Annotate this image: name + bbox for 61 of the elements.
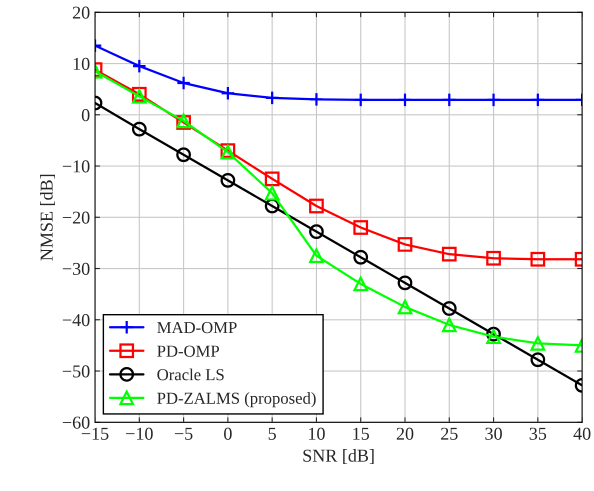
point (530, 92, 546, 108)
legend-label: Oracle LS (157, 368, 224, 380)
y-tick-label: −10 (62, 160, 90, 172)
y-tick-label: −60 (62, 416, 90, 429)
y-tick-label: 0 (82, 109, 90, 122)
point (530, 252, 546, 267)
point (132, 122, 147, 136)
point (398, 300, 412, 314)
y-tick-label: 10 (74, 58, 90, 70)
point (353, 92, 368, 108)
x-axis-title: SNR [dB] (303, 449, 374, 464)
point (264, 171, 280, 186)
point (530, 336, 546, 351)
point (176, 76, 191, 90)
point (132, 58, 147, 74)
point (309, 224, 324, 239)
point (486, 329, 501, 344)
point (264, 198, 280, 214)
x-tick-label: 25 (441, 428, 458, 440)
legend-label: MAD-OMP (157, 322, 237, 334)
x-tick-label: −5 (174, 428, 192, 440)
point (486, 326, 501, 342)
point (220, 86, 236, 101)
point (176, 147, 191, 162)
point (486, 92, 501, 108)
x-tick-label: 20 (396, 428, 414, 440)
point (309, 92, 324, 107)
y-tick-label: −50 (62, 365, 90, 378)
y-tick-label: 20 (72, 6, 90, 19)
x-tick-label: 10 (309, 428, 325, 440)
legend-label: PD-OMP (157, 346, 220, 357)
point (486, 250, 501, 266)
point (220, 173, 236, 188)
point (530, 352, 546, 368)
point (442, 246, 457, 262)
x-tick-label: 30 (485, 428, 502, 440)
point (264, 90, 280, 106)
point (309, 248, 324, 264)
point (309, 198, 324, 214)
point (353, 220, 368, 235)
y-tick-label: −40 (62, 314, 90, 326)
point (264, 186, 280, 201)
x-tick-label: 15 (353, 428, 370, 440)
point (442, 318, 457, 332)
y-axis-title: NMSE [dB] (40, 174, 55, 261)
x-tick-label: −15 (82, 428, 108, 440)
point (353, 250, 368, 265)
point (398, 92, 412, 108)
y-tick-label: −20 (62, 212, 90, 224)
point (398, 237, 412, 252)
x-tick-label: 5 (268, 428, 276, 440)
point (353, 276, 368, 292)
legend-label: PD-ZALMS (proposed) (157, 392, 316, 408)
x-tick-label: −10 (126, 428, 153, 440)
point (398, 276, 412, 290)
x-tick-label: 40 (573, 428, 590, 440)
point (442, 92, 457, 108)
point (442, 301, 457, 316)
y-tick-label: −30 (62, 262, 90, 275)
x-tick-label: 35 (530, 428, 546, 440)
x-tick-label: 0 (224, 428, 232, 440)
